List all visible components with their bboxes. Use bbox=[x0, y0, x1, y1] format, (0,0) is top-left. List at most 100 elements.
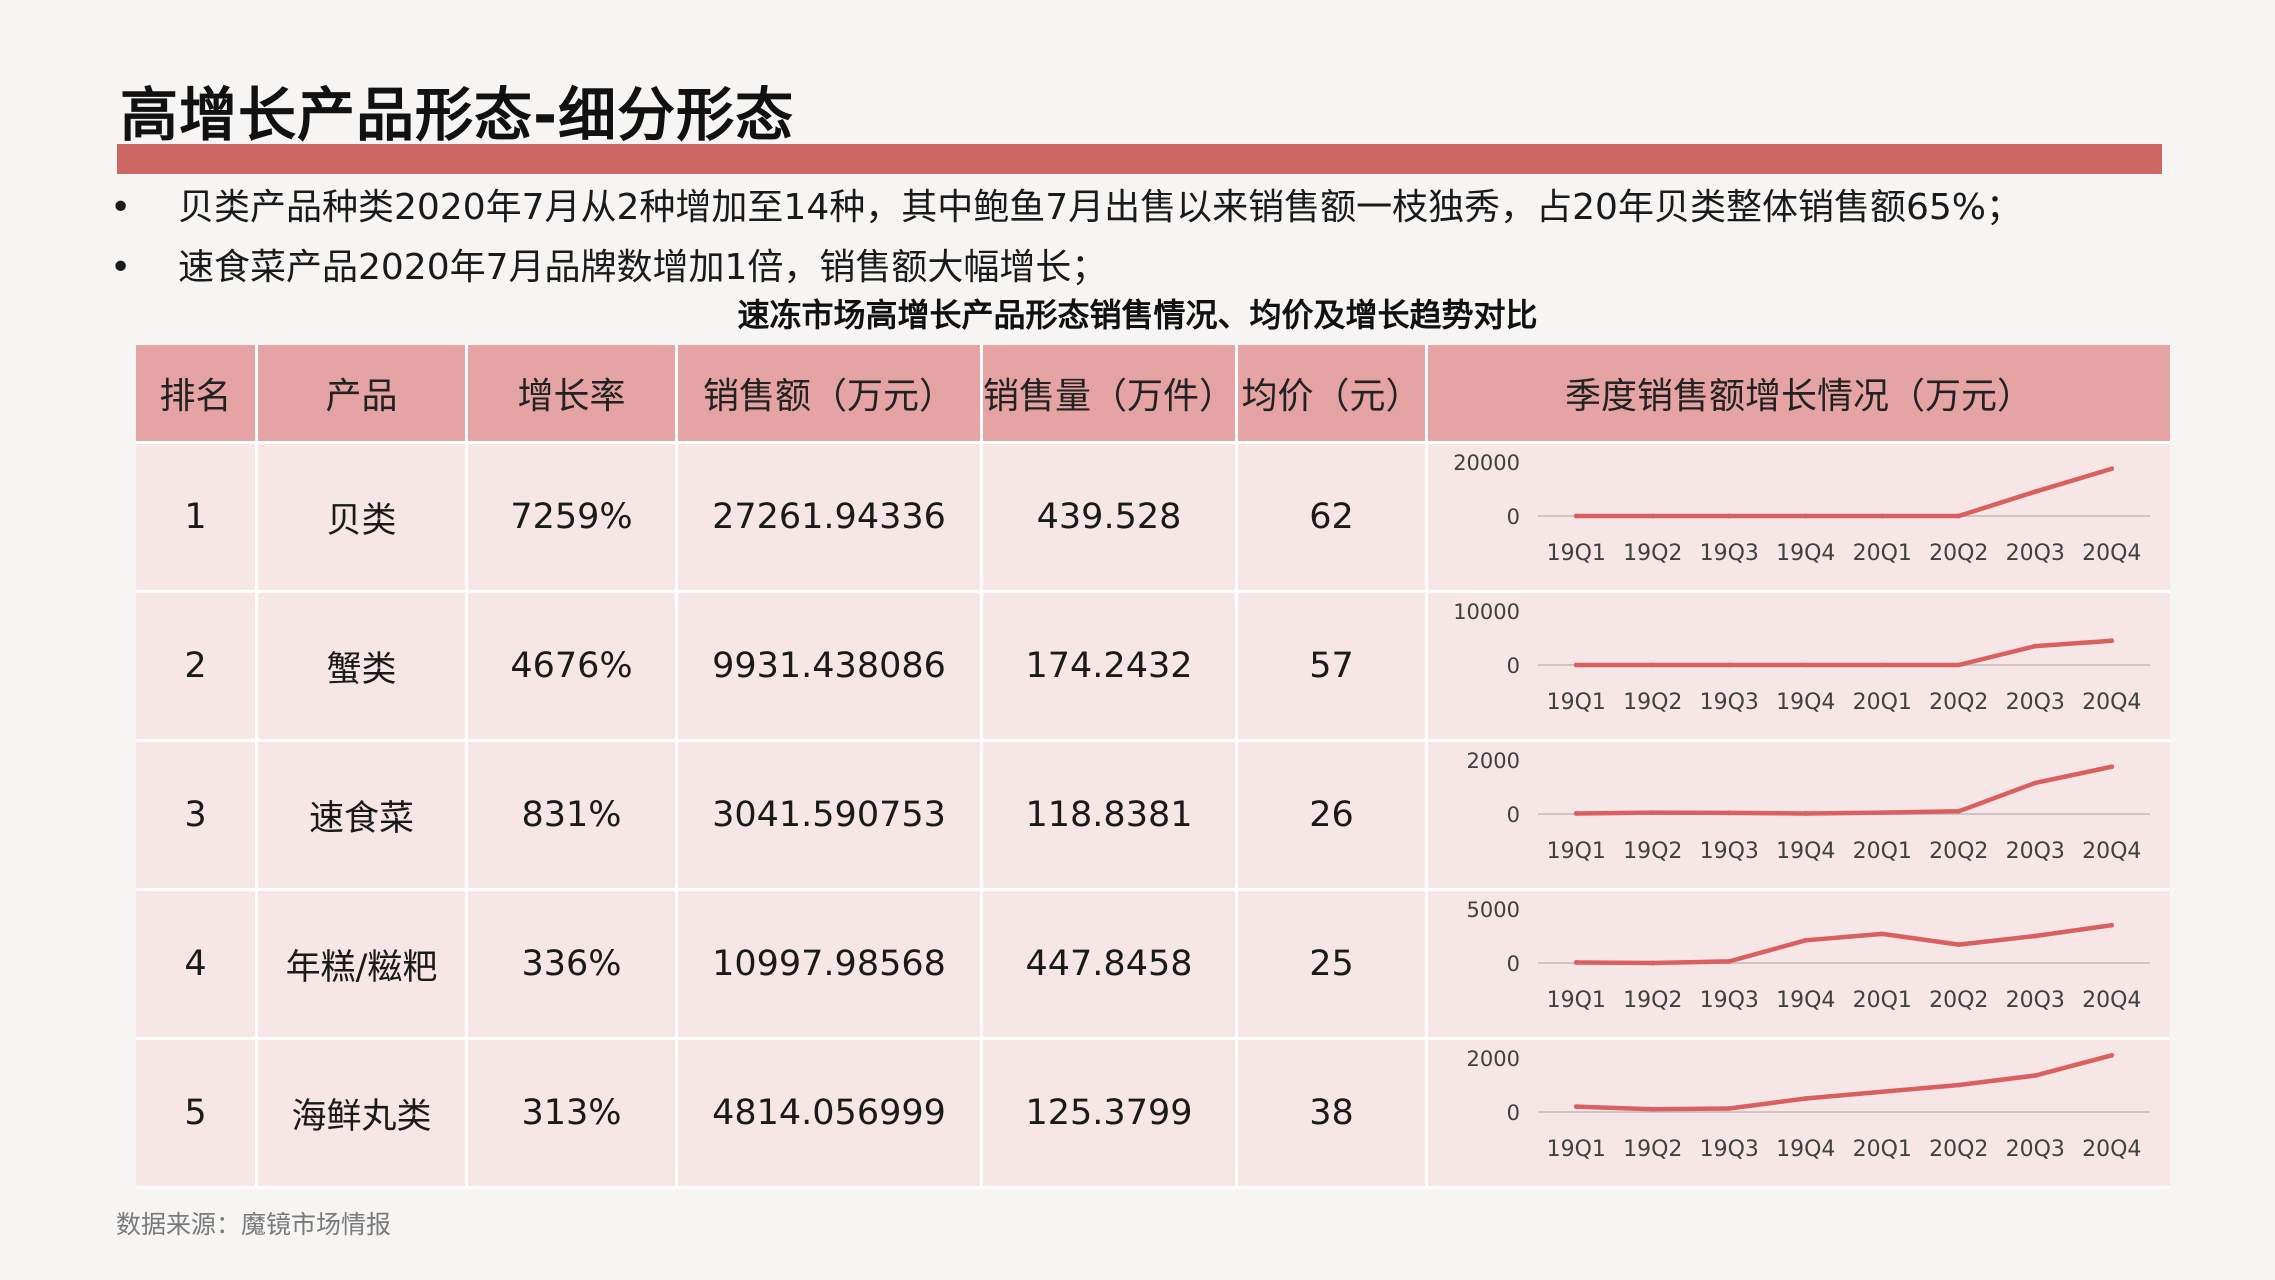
cell-trend: 10000 0 19Q1 19Q2 19Q3 19Q4 20Q1 20Q2 20Q3 20Q4 bbox=[1428, 593, 2171, 742]
x-tick-label: 19Q2 bbox=[1623, 839, 1682, 864]
x-tick-label: 19Q4 bbox=[1776, 988, 1835, 1013]
table-row: 2 蟹类 4676% 9931.438086 174.2432 57 10000… bbox=[136, 593, 2171, 742]
sparkline-chart: 2000 0 19Q1 19Q2 19Q3 19Q4 20Q1 20Q2 20Q3 20Q4 bbox=[1467, 749, 2151, 864]
table-row: 5 海鲜丸类 313% 4814.056999 125.3799 38 2000… bbox=[136, 1040, 2171, 1189]
cell-price: 25 bbox=[1238, 891, 1429, 1040]
x-tick-label: 20Q3 bbox=[2006, 690, 2065, 715]
cell-product: 贝类 bbox=[258, 444, 468, 593]
data-point bbox=[2032, 933, 2038, 939]
data-point bbox=[2032, 1073, 2038, 1078]
cell-sales: 27261.94336 bbox=[678, 444, 983, 593]
cell-growth: 7259% bbox=[468, 444, 678, 593]
series-line bbox=[1574, 466, 2115, 519]
data-point bbox=[2109, 1052, 2115, 1058]
cell-sales: 10997.98568 bbox=[678, 891, 983, 1040]
y-tick-label: 0 bbox=[1507, 803, 1520, 827]
cell-sales: 4814.056999 bbox=[678, 1040, 983, 1189]
cell-trend: 2000 0 19Q1 19Q2 19Q3 19Q4 20Q1 20Q2 20Q3 20Q4 bbox=[1428, 742, 2171, 891]
x-tick-label: 20Q4 bbox=[2082, 839, 2141, 864]
cell-trend: 20000 0 19Q1 19Q2 19Q3 19Q4 20Q1 20Q2 20Q3 20Q4 bbox=[1428, 444, 2171, 593]
x-tick-label: 19Q1 bbox=[1547, 1137, 1606, 1162]
x-tick-label: 19Q2 bbox=[1623, 988, 1682, 1013]
col-header-product: 产品 bbox=[258, 345, 468, 444]
table-title: 速冻市场高增长产品形态销售情况、均价及增长趋势对比 bbox=[737, 296, 1538, 334]
y-tick-label: 0 bbox=[1507, 654, 1520, 678]
x-tick-label: 19Q3 bbox=[1700, 690, 1759, 715]
cell-rank: 3 bbox=[136, 742, 258, 891]
bullet-text: 贝类产品种类2020年7月从2种增加至14种，其中鲍鱼7月出售以来销售额一枝独秀… bbox=[178, 187, 2022, 228]
cell-rank: 4 bbox=[136, 891, 258, 1040]
data-point bbox=[1956, 513, 1962, 519]
col-header-price: 均价（元） bbox=[1238, 345, 1429, 444]
data-point bbox=[1650, 662, 1656, 668]
cell-volume: 447.8458 bbox=[983, 891, 1239, 1040]
sparkline-chart: 5000 0 19Q1 19Q2 19Q3 19Q4 20Q1 20Q2 20Q3 20Q4 bbox=[1467, 898, 2151, 1013]
data-point bbox=[1956, 662, 1962, 668]
cell-price: 26 bbox=[1238, 742, 1429, 891]
data-point bbox=[1650, 1106, 1656, 1112]
cell-volume: 125.3799 bbox=[983, 1040, 1239, 1189]
cell-rank: 1 bbox=[136, 444, 258, 593]
y-tick-label: 2000 bbox=[1467, 749, 1520, 773]
x-tick-label: 19Q4 bbox=[1776, 690, 1835, 715]
y-tick-label: 0 bbox=[1507, 952, 1520, 976]
x-tick-label: 20Q4 bbox=[2082, 988, 2141, 1013]
col-header-trend: 季度销售额增长情况（万元） bbox=[1428, 345, 2171, 444]
col-header-sales: 销售额（万元） bbox=[678, 345, 983, 444]
data-point bbox=[2109, 764, 2115, 770]
y-tick-label: 2000 bbox=[1467, 1047, 1520, 1071]
cell-product: 海鲜丸类 bbox=[258, 1040, 468, 1189]
x-tick-label: 20Q4 bbox=[2082, 690, 2141, 715]
x-tick-label: 20Q2 bbox=[1929, 690, 1988, 715]
data-point bbox=[1650, 513, 1656, 519]
bullet-marker: • bbox=[110, 187, 132, 228]
page-title: 高增长产品形态-细分形态 bbox=[120, 81, 795, 149]
data-point bbox=[1573, 811, 1579, 816]
y-tick-label: 5000 bbox=[1467, 898, 1520, 922]
data-point bbox=[2032, 489, 2038, 495]
x-tick-label: 20Q1 bbox=[1853, 1137, 1912, 1162]
y-tick-label: 0 bbox=[1507, 505, 1520, 529]
data-point bbox=[1726, 662, 1732, 668]
bullet-marker: • bbox=[110, 247, 132, 288]
x-tick-label: 19Q2 bbox=[1623, 1137, 1682, 1162]
title-accent-bar bbox=[117, 144, 2162, 174]
data-point bbox=[2109, 922, 2115, 928]
data-point bbox=[1726, 958, 1732, 964]
x-tick-label: 20Q1 bbox=[1853, 541, 1912, 566]
x-tick-label: 19Q2 bbox=[1623, 541, 1682, 566]
data-point bbox=[1956, 942, 1962, 948]
x-tick-label: 20Q2 bbox=[1929, 839, 1988, 864]
table-row: 4 年糕/糍粑 336% 10997.98568 447.8458 25 500… bbox=[136, 891, 2171, 1040]
data-point bbox=[2109, 466, 2115, 472]
data-point bbox=[1879, 1089, 1885, 1095]
x-tick-label: 20Q3 bbox=[2006, 839, 2065, 864]
cell-price: 62 bbox=[1238, 444, 1429, 593]
series-line bbox=[1574, 638, 2115, 668]
data-point bbox=[1573, 662, 1579, 668]
bullet-list: • 贝类产品种类2020年7月从2种增加至14种，其中鲍鱼7月出售以来销售额一枝… bbox=[110, 178, 2170, 298]
x-tick-label: 20Q4 bbox=[2082, 1137, 2141, 1162]
x-tick-label: 19Q4 bbox=[1776, 1137, 1835, 1162]
data-point bbox=[1956, 1082, 1962, 1088]
data-point bbox=[1573, 1104, 1579, 1109]
cell-sales: 3041.590753 bbox=[678, 742, 983, 891]
data-point bbox=[1726, 1106, 1732, 1111]
cell-volume: 439.528 bbox=[983, 444, 1239, 593]
series-line bbox=[1574, 1053, 2115, 1112]
x-tick-label: 19Q1 bbox=[1547, 541, 1606, 566]
data-point bbox=[1803, 937, 1809, 943]
data-source-note: 数据来源：魔镜市场情报 bbox=[116, 1210, 392, 1239]
data-point bbox=[1879, 513, 1885, 519]
cell-volume: 118.8381 bbox=[983, 742, 1239, 891]
x-tick-label: 20Q3 bbox=[2006, 1137, 2065, 1162]
data-point bbox=[1803, 1096, 1809, 1101]
data-point bbox=[1803, 513, 1809, 519]
cell-price: 57 bbox=[1238, 593, 1429, 742]
data-point bbox=[1879, 662, 1885, 668]
x-tick-label: 19Q3 bbox=[1700, 541, 1759, 566]
data-point bbox=[1956, 808, 1962, 814]
data-point bbox=[1803, 811, 1809, 816]
sales-table: 排名 产品 增长率 销售额（万元） 销售量（万件） 均价（元） 季度销售额增长情… bbox=[136, 345, 2171, 1189]
table-header-row: 排名 产品 增长率 销售额（万元） 销售量（万件） 均价（元） 季度销售额增长情… bbox=[136, 345, 2171, 444]
